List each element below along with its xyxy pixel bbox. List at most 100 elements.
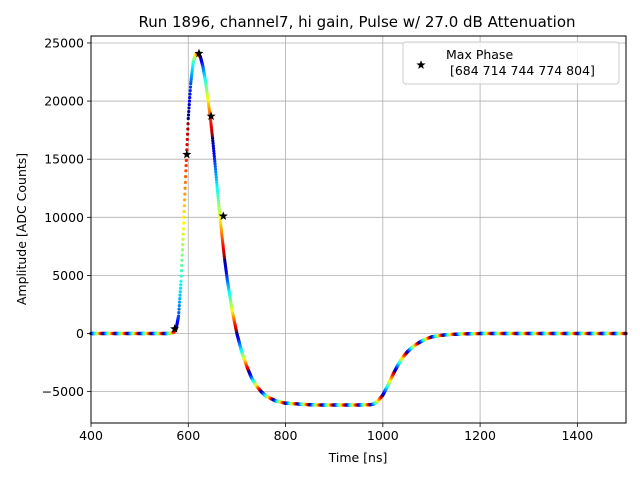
waveform-point — [211, 146, 216, 151]
max-phase-star — [194, 48, 204, 58]
waveform-point — [188, 85, 193, 89]
x-axis-label: Time [ns] — [328, 450, 388, 465]
waveform-point — [184, 169, 188, 173]
waveform-point — [219, 230, 224, 235]
waveform-point — [177, 304, 181, 308]
waveform-point — [178, 290, 182, 294]
y-tick-label: −5000 — [42, 384, 84, 399]
x-tick-label: 800 — [274, 428, 298, 443]
waveform-point — [213, 164, 217, 169]
waveform-point — [218, 211, 222, 216]
waveform-point — [217, 209, 221, 213]
waveform-point — [214, 172, 218, 177]
waveform-point — [176, 314, 181, 318]
waveform-point — [188, 92, 192, 96]
max-phase-star — [170, 324, 180, 333]
waveform-point — [212, 154, 216, 158]
waveform-point — [213, 167, 218, 171]
waveform-point — [183, 198, 187, 202]
waveform-point — [179, 283, 183, 287]
waveform-point — [180, 253, 184, 257]
legend-label-line2: [684 714 744 774 804] — [446, 63, 595, 78]
x-tick-label: 1200 — [464, 428, 496, 443]
waveform-point — [188, 95, 192, 100]
waveform-point — [213, 159, 217, 163]
axis-ticks: 400 600 800 1000 1200 1400 −5000 0 5000 10000 1500… — [42, 35, 594, 443]
waveform-point — [214, 175, 218, 179]
waveform-point — [187, 106, 191, 110]
waveform-point — [178, 293, 182, 297]
waveform-point — [215, 180, 219, 185]
waveform-point — [214, 178, 219, 182]
waveform-point — [178, 297, 182, 301]
waveform-point — [179, 274, 183, 278]
star-icon — [416, 60, 426, 69]
waveform-point — [185, 143, 189, 147]
waveform-point — [187, 99, 192, 103]
x-tick-label: 600 — [176, 428, 200, 443]
waveform-point — [187, 102, 191, 107]
waveform-point — [215, 186, 219, 190]
waveform-point — [218, 219, 222, 223]
waveform-point — [180, 263, 184, 268]
waveform-point — [183, 186, 187, 190]
y-tick-label: 0 — [76, 326, 84, 341]
waveform-point — [177, 307, 181, 311]
waveform-point — [181, 237, 185, 241]
waveform-point — [181, 227, 186, 231]
plot-frame — [90, 35, 627, 424]
waveform-point — [177, 310, 181, 315]
waveform-point — [217, 201, 221, 205]
waveform-point — [182, 204, 186, 208]
waveform-point — [216, 196, 220, 200]
waveform-point — [183, 180, 187, 185]
waveform-series — [89, 51, 628, 407]
waveform-point — [210, 136, 215, 140]
waveform-point — [186, 122, 190, 126]
waveform-point — [180, 248, 185, 252]
waveform-point — [220, 235, 224, 239]
y-tick-label: 20000 — [44, 94, 84, 109]
max-phase-star — [206, 111, 216, 121]
waveform-point — [216, 194, 220, 198]
waveform-point — [216, 191, 220, 195]
waveform-point — [184, 175, 188, 179]
waveform-point — [211, 141, 215, 145]
waveform-point — [182, 209, 186, 214]
waveform-point — [215, 188, 220, 193]
y-tick-label: 10000 — [44, 210, 84, 225]
waveform-point — [177, 300, 182, 304]
legend-label-line1: Max Phase — [446, 47, 513, 62]
max-phase-star — [182, 149, 192, 159]
waveform-point — [178, 286, 183, 290]
waveform-point — [211, 139, 215, 143]
waveform-point — [186, 113, 191, 117]
waveform-point — [184, 163, 188, 168]
waveform-point — [183, 192, 187, 196]
waveform-point — [181, 243, 185, 247]
waveform-point — [211, 144, 215, 148]
waveform-point — [215, 183, 219, 187]
waveform-point — [212, 157, 217, 161]
waveform-point — [219, 223, 223, 228]
waveform-point — [186, 116, 190, 121]
waveform-point — [220, 233, 224, 237]
waveform-point — [212, 152, 216, 156]
legend: Max Phase [684 714 744 774 804] — [402, 41, 620, 85]
waveform-point — [184, 158, 188, 162]
waveform-point — [185, 132, 190, 136]
waveform-point — [181, 232, 185, 236]
waveform-point — [217, 206, 221, 211]
waveform-point — [180, 258, 184, 262]
waveform-point — [188, 89, 192, 93]
y-axis-label: Amplitude [ADC Counts] — [14, 153, 29, 305]
waveform-point — [179, 269, 184, 273]
max-phase-markers — [170, 48, 228, 333]
waveform-point — [212, 149, 216, 153]
waveform-point — [216, 199, 221, 203]
waveform-point — [182, 221, 186, 225]
waveform-point — [219, 221, 223, 225]
y-tick-label: 15000 — [44, 152, 84, 167]
x-tick-label: 400 — [79, 428, 103, 443]
